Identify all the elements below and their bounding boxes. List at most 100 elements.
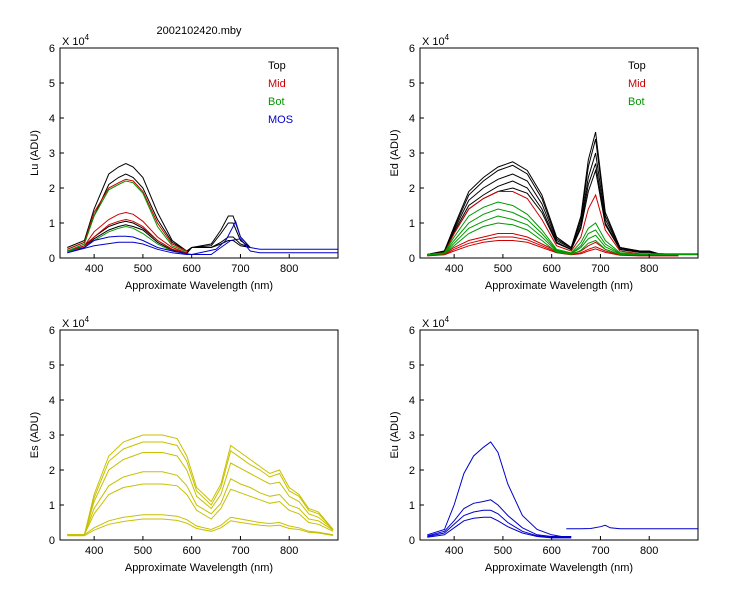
eu-ytick-label: 3 [409, 430, 415, 442]
panel-ed: 0 1 2 3 4 5 6 400 500 600 700 800 X 104 Approximate W… [389, 33, 699, 292]
eu-ytick-label: 6 [409, 325, 415, 337]
ed-xtick-label: 600 [543, 263, 561, 275]
lu-legend-top: Top [268, 60, 286, 72]
es-series-es-line [67, 518, 334, 537]
ed-series-mid-line [427, 191, 679, 255]
es-series-es-line [67, 471, 334, 536]
lu-ytick-label: 2 [49, 183, 55, 195]
eu-exponent-label: X 104 [422, 315, 450, 330]
lu-series-bot-line [67, 180, 187, 253]
es-series-group [67, 434, 334, 537]
es-ytick-label: 1 [49, 500, 55, 512]
lu-series-top-line [67, 224, 251, 254]
ed-x-axis-label: Approximate Wavelength (nm) [485, 280, 633, 292]
panel-es: 0 1 2 3 4 5 6 400 500 600 700 800 X 104 Approximate W… [29, 315, 339, 574]
lu-xtick-label: 700 [231, 263, 249, 275]
lu-x-axis-label: Approximate Wavelength (nm) [125, 280, 273, 292]
lu-legend-mos: MOS [268, 114, 293, 126]
ed-series-group [427, 131, 698, 257]
lu-ytick-label: 1 [49, 218, 55, 230]
es-ytick-label: 2 [49, 465, 55, 477]
es-series-es-line [67, 441, 334, 536]
ed-series-top-line [427, 152, 679, 255]
lu-xtick-label: 600 [183, 263, 201, 275]
eu-ytick-label: 1 [409, 500, 415, 512]
ed-legend-top: Top [628, 60, 646, 72]
es-xtick-label: 400 [85, 545, 103, 557]
lu-series-mos-line [67, 238, 338, 255]
lu-series-top-line [67, 173, 251, 252]
ed-ytick-label: 6 [409, 43, 415, 55]
es-xtick-label: 800 [280, 545, 298, 557]
eu-xtick-label: 400 [445, 545, 463, 557]
lu-series-mid-line [67, 211, 187, 254]
lu-ytick-label: 0 [49, 253, 55, 265]
es-y-axis-label: Es (ADU) [29, 412, 41, 458]
ed-xtick-label: 700 [591, 263, 609, 275]
lu-series-mid-line [67, 218, 187, 254]
es-ytick-label: 4 [49, 395, 55, 407]
lu-ytick-label: 6 [49, 43, 55, 55]
lu-ytick-label: 4 [49, 113, 55, 125]
es-ytick-label: 0 [49, 535, 55, 547]
lu-series-top-line [67, 162, 251, 252]
lu-xtick-label: 400 [85, 263, 103, 275]
lu-ytick-label: 5 [49, 78, 55, 90]
ed-series-mid-line [427, 240, 679, 257]
eu-series-group [427, 441, 698, 539]
ed-ytick-label: 0 [409, 253, 415, 265]
lu-exponent-label: X 104 [62, 33, 90, 48]
es-xtick-label: 500 [134, 545, 152, 557]
lu-xtick-label: 800 [280, 263, 298, 275]
ed-exponent-label: X 104 [422, 33, 450, 48]
ed-y-axis-label: Ed (ADU) [389, 129, 401, 176]
eu-ytick-label: 0 [409, 535, 415, 547]
ed-series-mid-line [427, 236, 679, 257]
eu-x-axis-label: Approximate Wavelength (nm) [485, 562, 633, 574]
es-axes-frame [59, 329, 339, 541]
es-ytick-label: 3 [49, 430, 55, 442]
ed-legend-mid: Mid [628, 78, 646, 90]
es-series-es-line [67, 514, 334, 536]
lu-xtick-label: 500 [134, 263, 152, 275]
ed-ytick-label: 2 [409, 183, 415, 195]
lu-series-mid-line [67, 178, 188, 252]
ed-ytick-label: 1 [409, 218, 415, 230]
eu-xtick-label: 700 [591, 545, 609, 557]
ed-xtick-label: 500 [494, 263, 512, 275]
eu-ytick-label: 4 [409, 395, 415, 407]
es-exponent-label: X 104 [62, 315, 90, 330]
lu-series-mos-line [67, 219, 338, 256]
eu-series-eu-line [427, 499, 572, 537]
figure-title: 2002102420.mby [156, 25, 242, 37]
eu-axes-frame [419, 329, 699, 541]
panel-eu: 0 1 2 3 4 5 6 400 500 600 700 800 X 104 Approximate W… [389, 315, 699, 574]
es-series-es-line [67, 452, 334, 536]
es-x-axis-label: Approximate Wavelength (nm) [125, 562, 273, 574]
es-ytick-label: 5 [49, 360, 55, 372]
eu-xtick-label: 600 [543, 545, 561, 557]
eu-ytick-label: 5 [409, 360, 415, 372]
eu-xtick-label: 800 [640, 545, 658, 557]
ed-ytick-label: 4 [409, 113, 415, 125]
lu-y-axis-label: Lu (ADU) [29, 130, 41, 176]
ed-ytick-label: 5 [409, 78, 415, 90]
lu-ytick-label: 3 [49, 148, 55, 160]
es-ytick-label: 6 [49, 325, 55, 337]
eu-xtick-label: 500 [494, 545, 512, 557]
ed-legend-bot: Bot [628, 96, 645, 108]
lu-series-group [67, 162, 338, 256]
eu-y-axis-label: Eu (ADU) [389, 411, 401, 458]
eu-series-eu-line [427, 441, 572, 537]
ed-series-bot-line [427, 215, 698, 256]
ed-xtick-label: 800 [640, 263, 658, 275]
es-xtick-label: 600 [183, 545, 201, 557]
es-series-es-line [67, 483, 334, 536]
eu-ytick-label: 2 [409, 465, 415, 477]
lu-axes-frame [59, 47, 339, 259]
panel-lu: 0 1 2 3 4 5 6 400 500 600 700 800 X 104 Approximate W… [29, 33, 339, 292]
ed-series-bot-line [427, 201, 698, 255]
ed-series-top-line [427, 138, 679, 255]
ed-xtick-label: 400 [445, 263, 463, 275]
